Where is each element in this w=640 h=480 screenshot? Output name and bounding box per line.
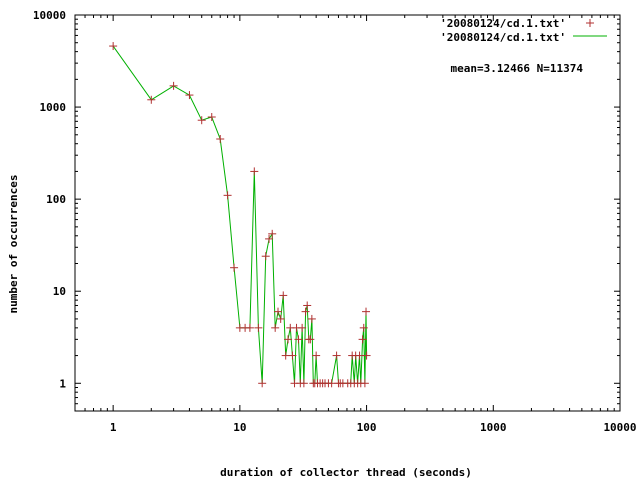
data-point	[332, 351, 341, 360]
data-point	[258, 379, 267, 388]
data-point	[216, 135, 225, 144]
data-point	[279, 291, 288, 300]
data-point	[274, 307, 283, 316]
data-point	[265, 234, 274, 243]
data-point	[197, 116, 206, 125]
data-point	[359, 323, 368, 332]
y-tick-label: 100	[46, 193, 66, 206]
legend-entry-points-label: '20080124/cd.1.txt'	[440, 17, 566, 30]
data-point	[207, 113, 216, 122]
legend-entry-points-marker	[586, 19, 594, 27]
y-tick-label: 10	[53, 285, 66, 298]
x-axis-label: duration of collector thread (seconds)	[220, 466, 472, 479]
data-point	[288, 351, 297, 360]
legend-entry-line-label: '20080124/cd.1.txt'	[440, 31, 566, 44]
data-point	[223, 191, 232, 200]
data-point	[360, 379, 369, 388]
data-point	[185, 91, 194, 100]
data-point	[358, 335, 367, 344]
data-point	[250, 167, 259, 176]
tick-labels: 1 10 100 1000 10000 1 10 100 1000 10000	[33, 9, 637, 434]
y-axis-label: number of occurrences	[7, 174, 20, 313]
x-tick-label: 100	[357, 421, 377, 434]
data-point	[294, 335, 303, 344]
plot-frame	[74, 14, 621, 412]
series-points-layer	[109, 42, 371, 388]
x-tick-label: 10	[233, 421, 246, 434]
y-tick-label: 10000	[33, 9, 66, 22]
data-point	[298, 323, 307, 332]
data-point	[307, 314, 316, 323]
data-point	[276, 314, 285, 323]
stats-annotation: mean=3.12466 N=11374	[451, 62, 584, 75]
data-point	[147, 95, 156, 104]
y-tick-label: 1	[59, 377, 66, 390]
data-point	[299, 379, 308, 388]
data-point	[109, 42, 118, 51]
x-tick-label: 1000	[480, 421, 507, 434]
data-point	[230, 263, 239, 272]
x-tick-label: 1	[110, 421, 117, 434]
data-point	[245, 323, 254, 332]
legend: '20080124/cd.1.txt' '20080124/cd.1.txt'	[440, 17, 607, 44]
y-tick-label: 1000	[40, 101, 67, 114]
data-point	[271, 323, 280, 332]
data-point	[355, 351, 364, 360]
data-point	[303, 301, 312, 310]
data-point	[362, 351, 371, 360]
data-point	[254, 323, 263, 332]
data-point	[284, 335, 293, 344]
data-point	[362, 307, 371, 316]
data-point	[281, 351, 290, 360]
data-point	[268, 229, 277, 238]
data-point	[301, 307, 310, 316]
data-point	[327, 379, 336, 388]
data-point	[261, 252, 270, 261]
data-point	[169, 81, 178, 90]
x-tick-label: 10000	[603, 421, 636, 434]
data-point	[312, 351, 321, 360]
data-point	[306, 335, 315, 344]
